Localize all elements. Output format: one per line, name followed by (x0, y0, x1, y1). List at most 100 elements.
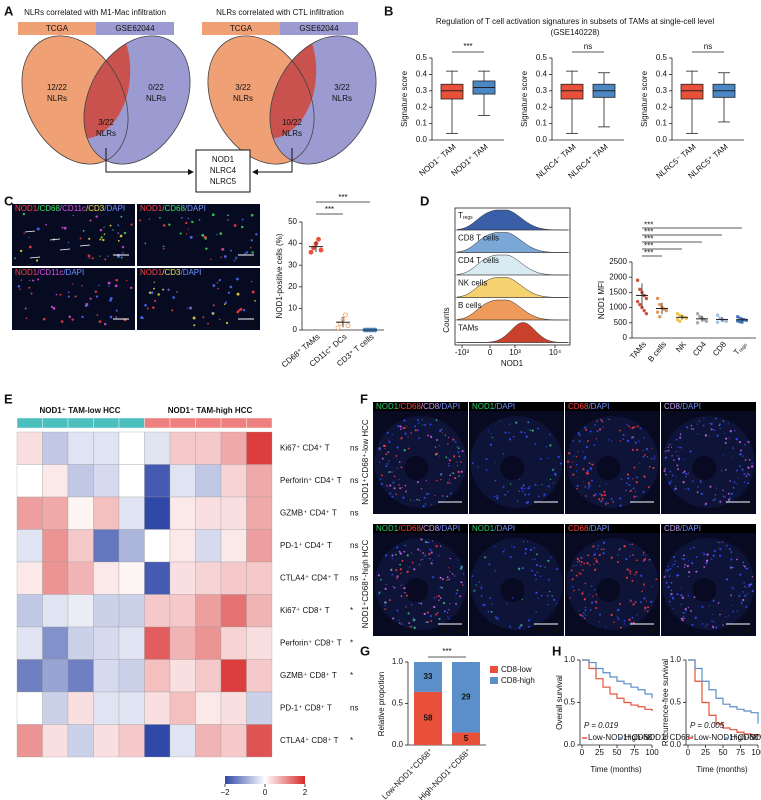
cell-dot (159, 216, 161, 219)
cell-dot (233, 224, 237, 227)
cell-dot (480, 586, 483, 589)
heatmap-cell (16, 561, 43, 595)
cell-dot (663, 469, 666, 472)
cell-dot (430, 551, 433, 554)
cell-dot (534, 443, 536, 446)
pointer-arrow (79, 244, 91, 247)
cell-dot (481, 584, 483, 586)
ridge-label: CD4 T cells (458, 256, 499, 265)
cell-dot (636, 425, 638, 427)
cell-dot (594, 589, 596, 591)
heatmap-cell (144, 496, 171, 530)
legend-label: CD8-high (501, 676, 535, 685)
cell-dot (619, 504, 622, 507)
cell-dot (585, 428, 588, 431)
cell-dot (447, 458, 449, 460)
cell-dot (123, 231, 127, 235)
cell-dot (722, 624, 724, 626)
cell-dot (602, 541, 606, 544)
cell-dot (504, 493, 507, 496)
venn-outline (21, 35, 129, 165)
cell-dot (667, 585, 670, 589)
cell-dot (736, 469, 739, 472)
cell-dot (525, 435, 528, 438)
cell-dot (577, 432, 580, 435)
heatmap-cell (246, 724, 273, 758)
x-tick-label: 0 (686, 748, 691, 757)
cell-dot (595, 606, 598, 610)
channel-label-part: NOD1 (472, 524, 495, 533)
cell-dot (687, 488, 690, 491)
cell-dot (400, 584, 402, 587)
source-label: GSE62044 (299, 24, 339, 33)
x-tick-label: CD8 (711, 339, 729, 357)
bar-segment (414, 691, 442, 745)
cell-dot (727, 498, 731, 501)
cell-dot (671, 596, 674, 599)
cell-dot (586, 554, 589, 557)
cell-dot (677, 446, 680, 448)
cell-dot (392, 617, 395, 620)
row-significance: ns (350, 476, 358, 485)
cell-dot (629, 572, 632, 575)
cell-dot (229, 249, 232, 252)
cell-dot (541, 484, 543, 486)
cell-dot (441, 429, 443, 431)
cell-dot (732, 588, 735, 590)
cell-dot (720, 549, 722, 551)
cell-dot (433, 605, 436, 609)
data-point (318, 247, 324, 253)
heatmap-cell (118, 529, 145, 563)
cell-dot (211, 213, 215, 217)
cell-dot (742, 561, 745, 563)
x-tick-label: 25 (701, 748, 710, 757)
cell-dot (748, 458, 751, 461)
group-bar (93, 417, 120, 429)
cell-dot (442, 495, 444, 497)
cell-dot (35, 259, 39, 262)
cell-dot (515, 421, 517, 423)
cell-dot (739, 573, 742, 576)
cell-dot (540, 594, 543, 597)
cell-dot (524, 552, 527, 555)
cell-dot (633, 466, 636, 469)
cell-dot (87, 254, 91, 258)
cell-dot (595, 560, 599, 563)
cell-dot (628, 618, 631, 621)
cell-dot (55, 293, 58, 296)
x-tick-label: 75 (736, 748, 745, 757)
cell-dot (712, 626, 715, 629)
cell-dot (407, 447, 410, 450)
row-label: NOD1⁺CD68⁺-low HCC (361, 419, 370, 505)
cell-dot (584, 455, 587, 458)
heatmap-cell (195, 626, 222, 660)
cell-dot (409, 499, 412, 501)
cell-dot (575, 574, 578, 577)
cell-dot (580, 556, 582, 559)
channel-label-part: CD68 (568, 402, 589, 411)
cell-dot (226, 214, 229, 217)
cell-dot (490, 433, 492, 435)
cell-dot (244, 252, 247, 255)
cell-dot (112, 229, 114, 231)
cell-dot (584, 486, 586, 488)
cell-dot (716, 541, 718, 543)
cell-dot (460, 565, 463, 568)
cell-dot (496, 617, 499, 620)
heatmap-cell (195, 594, 222, 628)
heatmap-cell (67, 594, 94, 628)
ridge-label: Tregs (458, 211, 473, 221)
cell-dot (512, 435, 515, 438)
cell-dot (489, 443, 493, 446)
cell-dot (575, 455, 578, 458)
y-axis-label: Relative propotion (377, 672, 386, 736)
cell-dot (28, 245, 32, 249)
cell-dot (736, 558, 738, 561)
cell-dot (598, 484, 601, 487)
cell-dot (455, 597, 457, 599)
data-point (335, 325, 341, 331)
data-point (635, 278, 640, 282)
cell-dot (67, 291, 70, 294)
cell-dot (153, 281, 155, 283)
heatmap-cell (67, 561, 94, 595)
